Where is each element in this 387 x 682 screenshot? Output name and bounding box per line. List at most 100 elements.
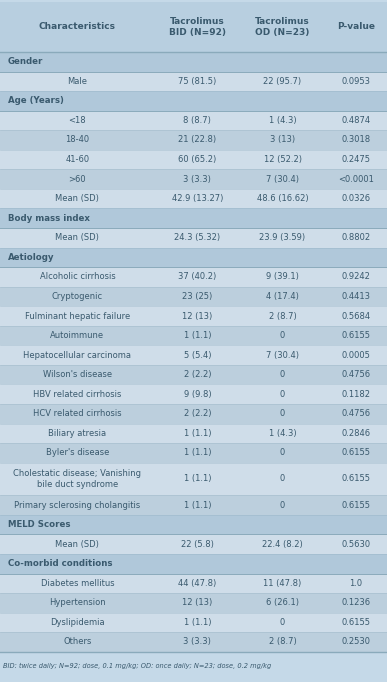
- Text: 0.5684: 0.5684: [341, 312, 371, 321]
- FancyBboxPatch shape: [0, 365, 387, 385]
- Text: 0.6155: 0.6155: [342, 475, 370, 484]
- Text: Male: Male: [67, 77, 87, 86]
- FancyBboxPatch shape: [0, 515, 387, 535]
- Text: 0.2846: 0.2846: [341, 429, 371, 438]
- Text: <18: <18: [68, 116, 86, 125]
- Text: 48.6 (16.62): 48.6 (16.62): [257, 194, 308, 203]
- Text: Primary sclerosing cholangitis: Primary sclerosing cholangitis: [14, 501, 140, 509]
- FancyBboxPatch shape: [0, 593, 387, 612]
- Text: Characteristics: Characteristics: [39, 23, 116, 31]
- FancyBboxPatch shape: [0, 150, 387, 169]
- Text: 2 (8.7): 2 (8.7): [269, 638, 296, 647]
- Text: 0.3018: 0.3018: [341, 136, 371, 145]
- Text: 1 (1.1): 1 (1.1): [183, 331, 211, 340]
- Text: Age (Years): Age (Years): [8, 96, 64, 106]
- Text: 23.9 (3.59): 23.9 (3.59): [259, 233, 306, 242]
- FancyBboxPatch shape: [0, 535, 387, 554]
- Text: BID: twice daily; N=92; dose, 0.1 mg/kg; OD: once daily; N=23; dose, 0.2 mg/kg: BID: twice daily; N=92; dose, 0.1 mg/kg;…: [3, 663, 271, 669]
- Text: 0.0326: 0.0326: [341, 194, 371, 203]
- FancyBboxPatch shape: [0, 345, 387, 365]
- Text: 9 (9.8): 9 (9.8): [183, 389, 211, 399]
- Text: Others: Others: [63, 638, 92, 647]
- Text: 12 (52.2): 12 (52.2): [264, 155, 301, 164]
- Text: Mean (SD): Mean (SD): [55, 194, 99, 203]
- Text: 1.0: 1.0: [349, 579, 363, 588]
- FancyBboxPatch shape: [0, 306, 387, 326]
- Text: Wilson's disease: Wilson's disease: [43, 370, 112, 379]
- FancyBboxPatch shape: [0, 404, 387, 424]
- Text: Mean (SD): Mean (SD): [55, 539, 99, 549]
- Text: 2 (8.7): 2 (8.7): [269, 312, 296, 321]
- FancyBboxPatch shape: [0, 110, 387, 130]
- Text: 1 (4.3): 1 (4.3): [269, 116, 296, 125]
- Text: Hepatocellular carcinoma: Hepatocellular carcinoma: [23, 351, 132, 359]
- Text: 12 (13): 12 (13): [182, 312, 212, 321]
- Text: P-value: P-value: [337, 23, 375, 31]
- FancyBboxPatch shape: [0, 91, 387, 110]
- Text: 0.6155: 0.6155: [342, 448, 370, 458]
- FancyBboxPatch shape: [0, 385, 387, 404]
- Text: 75 (81.5): 75 (81.5): [178, 77, 216, 86]
- Text: Gender: Gender: [8, 57, 43, 66]
- Text: 9 (39.1): 9 (39.1): [266, 272, 299, 282]
- Text: 0: 0: [280, 501, 285, 509]
- FancyBboxPatch shape: [0, 169, 387, 189]
- Text: 0: 0: [280, 370, 285, 379]
- FancyBboxPatch shape: [0, 554, 387, 574]
- FancyBboxPatch shape: [0, 462, 387, 495]
- Text: Alcoholic cirrhosis: Alcoholic cirrhosis: [39, 272, 115, 282]
- Text: 21 (22.8): 21 (22.8): [178, 136, 216, 145]
- Text: 1 (1.1): 1 (1.1): [183, 448, 211, 458]
- Text: 60 (65.2): 60 (65.2): [178, 155, 216, 164]
- Text: 41-60: 41-60: [65, 155, 89, 164]
- FancyBboxPatch shape: [0, 443, 387, 462]
- Text: 0: 0: [280, 475, 285, 484]
- Text: 0.4874: 0.4874: [341, 116, 371, 125]
- Text: Hypertension: Hypertension: [49, 598, 106, 608]
- Text: 0.1236: 0.1236: [341, 598, 371, 608]
- Text: Autoimmune: Autoimmune: [50, 331, 104, 340]
- Text: 0: 0: [280, 331, 285, 340]
- Text: 0.1182: 0.1182: [342, 389, 370, 399]
- FancyBboxPatch shape: [0, 72, 387, 91]
- FancyBboxPatch shape: [0, 52, 387, 72]
- Text: 0.6155: 0.6155: [342, 331, 370, 340]
- Text: Body mass index: Body mass index: [8, 213, 90, 223]
- Text: Tacrolimus
BID (N=92): Tacrolimus BID (N=92): [169, 17, 226, 37]
- Text: 18-40: 18-40: [65, 136, 89, 145]
- Text: Mean (SD): Mean (SD): [55, 233, 99, 242]
- Text: 0: 0: [280, 389, 285, 399]
- Text: 23 (25): 23 (25): [182, 292, 212, 301]
- Text: 7 (30.4): 7 (30.4): [266, 175, 299, 183]
- FancyBboxPatch shape: [0, 632, 387, 652]
- FancyBboxPatch shape: [0, 130, 387, 150]
- FancyBboxPatch shape: [0, 209, 387, 228]
- Text: Aetiology: Aetiology: [8, 253, 55, 262]
- Text: 0.6155: 0.6155: [342, 501, 370, 509]
- FancyBboxPatch shape: [0, 574, 387, 593]
- Text: Tacrolimus
OD (N=23): Tacrolimus OD (N=23): [255, 17, 310, 37]
- Text: <0.0001: <0.0001: [338, 175, 374, 183]
- Text: 1 (1.1): 1 (1.1): [183, 501, 211, 509]
- Text: 0: 0: [280, 409, 285, 418]
- Text: 1 (1.1): 1 (1.1): [183, 429, 211, 438]
- Text: 0.2475: 0.2475: [342, 155, 370, 164]
- Text: 6 (26.1): 6 (26.1): [266, 598, 299, 608]
- Text: 37 (40.2): 37 (40.2): [178, 272, 216, 282]
- Text: 11 (47.8): 11 (47.8): [264, 579, 301, 588]
- Text: 44 (47.8): 44 (47.8): [178, 579, 216, 588]
- Text: Fulminant hepatic failure: Fulminant hepatic failure: [25, 312, 130, 321]
- FancyBboxPatch shape: [0, 424, 387, 443]
- Text: 0.2530: 0.2530: [342, 638, 370, 647]
- FancyBboxPatch shape: [0, 267, 387, 286]
- Text: >60: >60: [68, 175, 86, 183]
- Text: 5 (5.4): 5 (5.4): [183, 351, 211, 359]
- Text: 22 (5.8): 22 (5.8): [181, 539, 214, 549]
- FancyBboxPatch shape: [0, 286, 387, 306]
- Text: 0.6155: 0.6155: [342, 618, 370, 627]
- Text: 0.4756: 0.4756: [341, 409, 371, 418]
- Text: 22.4 (8.2): 22.4 (8.2): [262, 539, 303, 549]
- Text: 3 (13): 3 (13): [270, 136, 295, 145]
- FancyBboxPatch shape: [0, 248, 387, 267]
- Text: Biliary atresia: Biliary atresia: [48, 429, 106, 438]
